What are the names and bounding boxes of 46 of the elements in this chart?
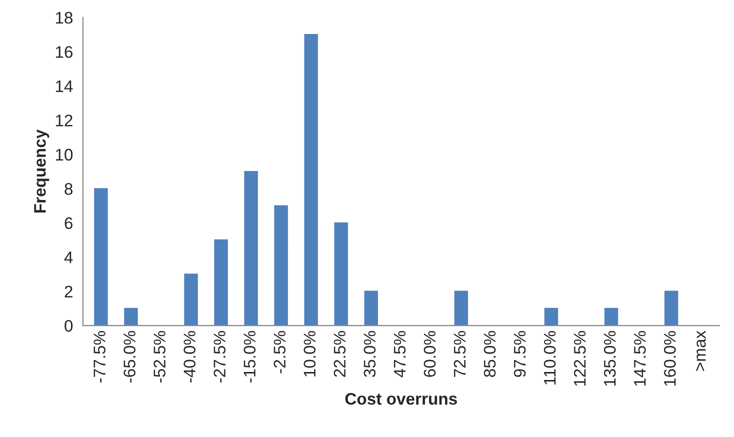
x-tick-label: 22.5%	[334, 331, 346, 377]
x-tick-label: -27.5%	[214, 331, 226, 382]
bar	[454, 290, 468, 326]
bar	[214, 239, 228, 326]
x-tick-label: 147.5%	[634, 331, 646, 386]
x-tick-label: 72.5%	[454, 331, 466, 377]
x-tick-label: >max	[696, 330, 706, 371]
y-tick-label: 16	[56, 46, 72, 58]
bar	[244, 170, 258, 326]
bar	[184, 274, 198, 326]
x-tick-label: 85.0%	[484, 331, 496, 377]
x-tick-label: -2.5%	[274, 331, 286, 374]
x-tick-label: -40.0%	[184, 331, 196, 382]
x-tick-label: -15.0%	[244, 331, 256, 382]
y-tick-label: 4	[64, 252, 73, 264]
x-tick-label: 60.0%	[424, 331, 436, 377]
x-tick-label: -52.5%	[154, 331, 166, 382]
y-tick-label: 8	[64, 183, 72, 195]
y-tick-label: 0	[64, 320, 73, 332]
x-tick-label: 47.5%	[394, 331, 406, 378]
bar	[274, 205, 288, 326]
x-tick-label: 10.0%	[304, 331, 316, 376]
bar	[664, 290, 678, 326]
y-tick-label: 18	[56, 12, 72, 24]
x-tick-label: -77.5%	[94, 331, 106, 382]
y-tick-label: 2	[64, 286, 72, 298]
x-tick-label: 110.0%	[544, 331, 556, 384]
y-tick-label: 14	[56, 80, 73, 92]
x-tick-label: 97.5%	[514, 331, 526, 377]
bar	[364, 290, 378, 326]
bar	[334, 222, 348, 326]
bar	[544, 308, 558, 326]
x-tick-label: 160.0%	[664, 331, 676, 386]
y-axis-title: Frequency	[34, 129, 50, 213]
y-tick-label: 12	[56, 114, 72, 126]
bar	[604, 308, 618, 326]
x-tick-label: 35.0%	[364, 331, 376, 378]
x-tick-label: -65.0%	[124, 331, 136, 382]
y-tick-label: 10	[56, 148, 73, 161]
bar	[124, 308, 138, 326]
bar	[304, 34, 318, 326]
y-tick-label: 6	[64, 217, 72, 230]
x-tick-label: 135.0%	[604, 331, 616, 386]
x-axis-title: Cost overruns	[345, 392, 457, 405]
bar	[94, 188, 108, 326]
x-tick-label: 122.5%	[574, 331, 586, 386]
